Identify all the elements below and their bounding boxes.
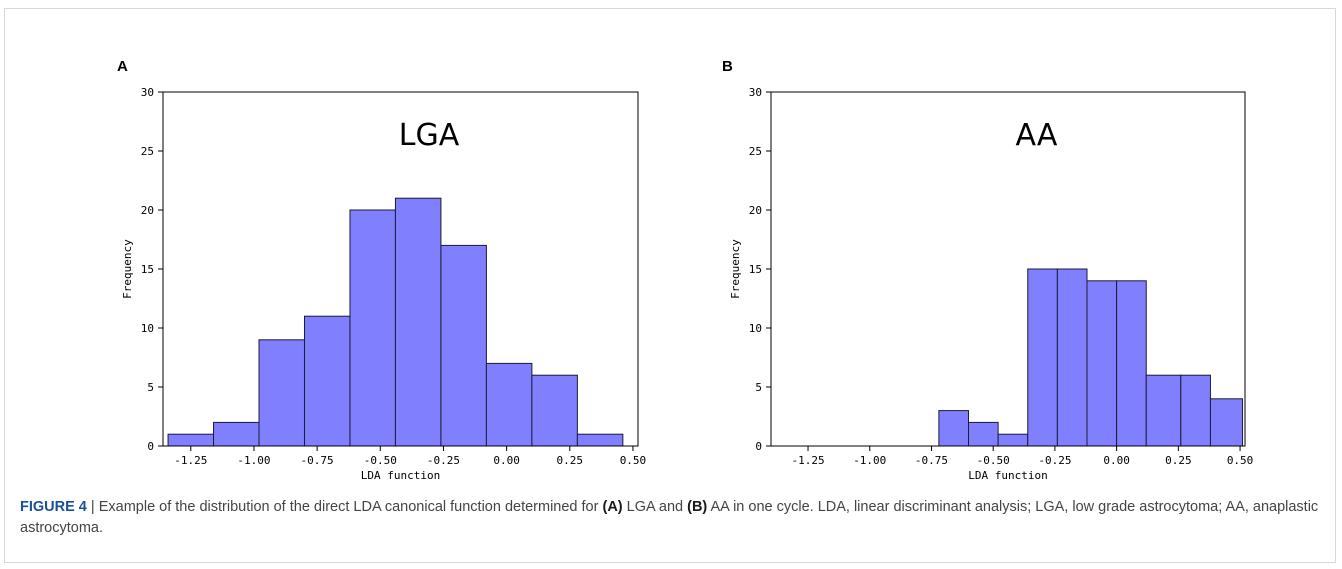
- panel-label-b: B: [722, 58, 733, 75]
- x-tick-label: -0.75: [915, 454, 948, 467]
- y-tick-label: 5: [147, 381, 154, 394]
- histogram-bar: [1209, 398, 1244, 447]
- histogram-bar: [531, 374, 578, 447]
- x-tick-label: 0.25: [557, 454, 584, 467]
- histogram-bar: [485, 362, 533, 447]
- caption-text-3: (B): [687, 499, 708, 515]
- histogram-bar: [213, 421, 260, 447]
- x-tick-label: 0.50: [1227, 454, 1254, 467]
- histogram-bar: [576, 433, 624, 447]
- histogram-bar: [997, 433, 1029, 447]
- x-tick-label: 0.00: [1103, 454, 1130, 467]
- x-axis-label: LDA function: [968, 469, 1047, 480]
- histogram-bar: [1027, 268, 1058, 447]
- x-tick-label: -1.25: [791, 454, 824, 467]
- caption-text-1: (A): [602, 499, 623, 515]
- histogram-bar: [1116, 280, 1147, 447]
- caption-text-0: Example of the distribution of the direc…: [94, 499, 603, 515]
- y-tick-label: 30: [749, 86, 762, 99]
- histogram-bar: [1180, 374, 1211, 447]
- histogram-bar: [349, 209, 396, 447]
- y-tick-label: 10: [141, 322, 154, 335]
- histogram-bar: [1145, 374, 1182, 447]
- y-tick-label: 0: [755, 440, 762, 453]
- histogram-bar: [1086, 280, 1118, 447]
- histogram-bar: [258, 339, 305, 447]
- histogram-bar: [1056, 268, 1088, 447]
- figure-caption: FIGURE 4 | Example of the distribution o…: [20, 497, 1320, 539]
- y-tick-label: 0: [147, 440, 154, 453]
- x-axis-label: LDA function: [361, 469, 440, 480]
- x-tick-label: -0.25: [1038, 454, 1071, 467]
- caption-text-4: AA in one cycle. LDA, linear discriminan…: [20, 499, 1319, 536]
- x-tick-label: -0.75: [301, 454, 334, 467]
- figure-number: FIGURE 4: [20, 499, 87, 515]
- caption-separator: |: [90, 499, 95, 515]
- y-tick-label: 25: [141, 145, 154, 158]
- histogram-aa: -1.25 -1.00 -0.75 -0.50 -0.25 0.00 0.25 0.50 0 5 1…: [729, 86, 1254, 480]
- x-tick-label: -1.00: [237, 454, 270, 467]
- y-axis-label: Frequency: [729, 239, 742, 299]
- x-tick-label: 0.00: [493, 454, 520, 467]
- chart-title: LGA: [399, 118, 460, 153]
- histogram-bar: [968, 421, 999, 447]
- y-tick-label: 10: [749, 322, 762, 335]
- histogram-bar: [167, 433, 215, 447]
- panel-label-a: A: [117, 58, 128, 75]
- x-tick-label: -0.50: [977, 454, 1010, 467]
- y-tick-label: 20: [141, 204, 154, 217]
- histogram-bar: [303, 315, 351, 447]
- x-tick-label: 0.50: [620, 454, 647, 467]
- chart-title: AA: [1015, 118, 1057, 153]
- y-tick-label: 15: [749, 263, 762, 276]
- y-axis-label: Frequency: [121, 239, 134, 299]
- caption-text-2: LGA and: [622, 499, 688, 515]
- x-tick-label: -1.25: [174, 454, 207, 467]
- x-tick-label: 0.25: [1165, 454, 1192, 467]
- y-tick-label: 30: [141, 86, 154, 99]
- y-tick-label: 15: [141, 263, 154, 276]
- histogram-lga: -1.25 -1.00 -0.75 -0.50 -0.25 0.00 0.25 0.50 0 5 1…: [121, 86, 647, 480]
- x-tick-label: -0.25: [427, 454, 460, 467]
- x-tick-label: -0.50: [364, 454, 397, 467]
- histogram-bar: [394, 197, 442, 447]
- x-tick-label: -1.00: [853, 454, 886, 467]
- histogram-bar: [938, 410, 969, 447]
- histogram-bar: [440, 244, 487, 447]
- y-tick-label: 5: [755, 381, 762, 394]
- y-tick-label: 20: [749, 204, 762, 217]
- y-tick-label: 25: [749, 145, 762, 158]
